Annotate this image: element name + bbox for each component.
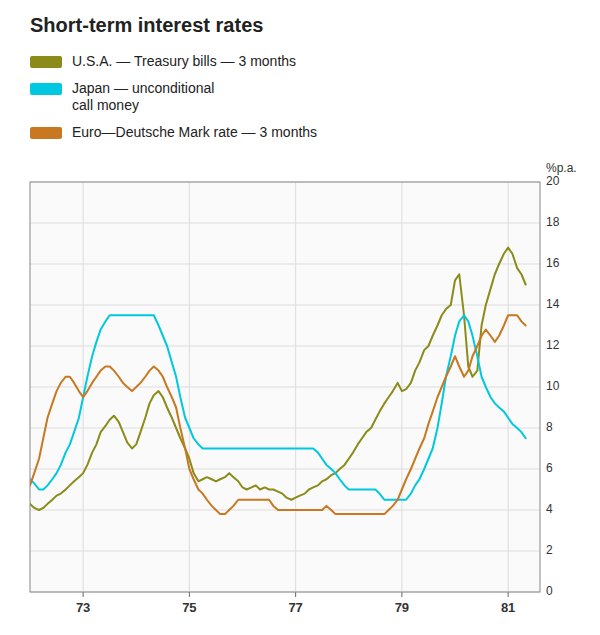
x-tick-label: 73 [76,600,90,615]
x-tick-label: 75 [182,600,196,615]
grid-line [30,428,540,429]
y-tick-label: 10 [546,379,560,393]
grid-line [30,551,540,552]
y-tick-label: 14 [546,297,560,311]
x-tick [401,592,402,597]
grid [30,182,540,592]
legend-label: Euro—Deutsche Mark rate — 3 months [72,124,317,140]
grid-line [30,223,540,224]
y-tick-label: 20 [546,174,560,188]
x-tick [508,592,509,597]
chart: Short-term interest rates U.S.A. — Treasu… [0,0,600,635]
y-tick-label: 6 [546,461,553,475]
legend-swatch [30,56,62,68]
legend-swatch [30,83,62,95]
x-tick [83,592,84,597]
grid-line [401,182,402,592]
plot-background [30,182,540,592]
y-tick-label: 16 [546,256,560,270]
grid-line [30,469,540,470]
series-group [30,248,526,514]
grid-line [295,182,296,592]
grid-line [30,346,540,347]
x-tick-label: 81 [501,600,515,615]
series-line [30,315,526,514]
y-tick-label: 8 [546,420,553,434]
grid-line [189,182,190,592]
legend-label: Japan — unconditionalcall money [72,80,214,113]
grid-line [30,264,540,265]
title: Short-term interest rates [30,14,263,36]
legend-swatch [30,127,62,139]
y-tick-label: 12 [546,338,560,352]
series-line [30,248,526,510]
y-tick-label: 4 [546,502,553,516]
x-tick [189,592,190,597]
x-tick-label: 79 [395,600,409,615]
series-line [30,315,526,500]
grid-line [30,387,540,388]
legend-label: U.S.A. — Treasury bills — 3 months [72,53,296,69]
y-tick-label: 2 [546,543,553,557]
legend: U.S.A. — Treasury bills — 3 months Japan … [30,53,317,140]
y-tick-label: 0 [546,584,553,598]
plot-frame [30,182,540,592]
y-tick-label: 18 [546,215,560,229]
y-axis-label: %p.a. [546,161,577,175]
grid-line [508,182,509,592]
x-tick-label: 77 [288,600,302,615]
x-tick [295,592,296,597]
grid-line [83,182,84,592]
